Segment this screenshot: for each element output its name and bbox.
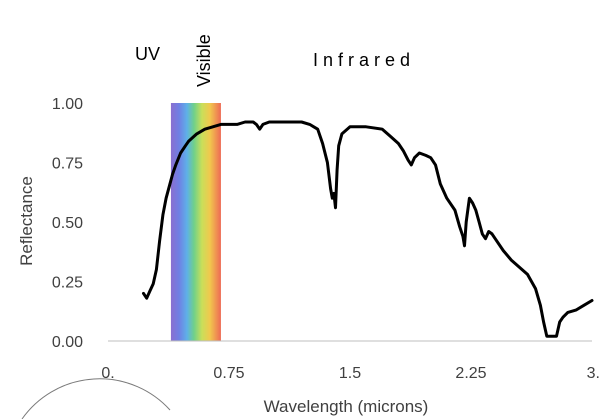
x-tick-label: 0.	[101, 365, 114, 382]
y-tick-label: 0.75	[52, 156, 83, 173]
x-tick-label: 0.75	[213, 365, 244, 382]
visible-region-label: Visible	[194, 34, 214, 87]
x-tick-label: 2.25	[455, 365, 486, 382]
corner-arc	[21, 378, 171, 419]
y-tick-label: 0.25	[52, 275, 83, 292]
x-axis-title: Wavelength (microns)	[264, 397, 429, 416]
y-tick-label: 1.00	[52, 96, 83, 113]
x-tick-label: 1.5	[339, 365, 361, 382]
x-axis-ticks: 0. 0.75 1.5 2.25 3.	[101, 365, 600, 382]
y-axis-ticks: 0.00 0.25 0.50 0.75 1.00	[52, 96, 83, 351]
x-tick-label: 3.	[587, 365, 600, 382]
visible-spectrum-band	[170, 103, 221, 341]
reflectance-series-line	[142, 120, 594, 338]
y-axis-title: Reflectance	[17, 176, 36, 266]
uv-region-label: UV	[135, 44, 160, 64]
y-tick-label: 0.50	[52, 215, 83, 232]
infrared-region-label: I n f r a r e d	[313, 50, 410, 70]
y-tick-label: 0.00	[52, 334, 83, 351]
